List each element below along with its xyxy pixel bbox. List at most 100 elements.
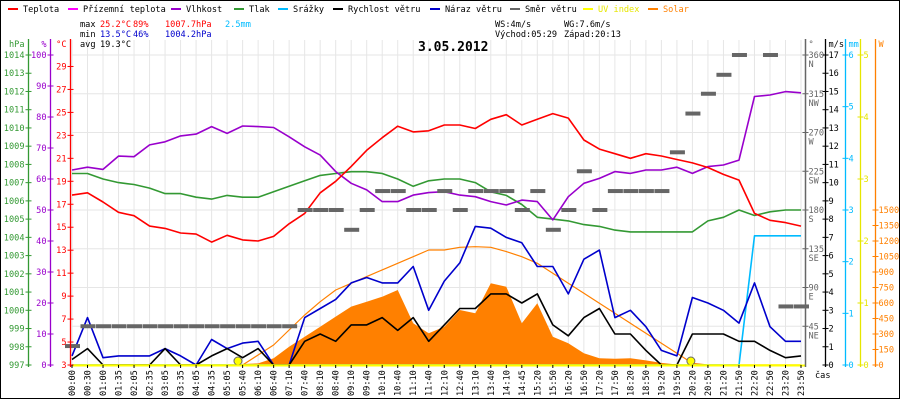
x-tick-label: 15:20 [533, 370, 543, 396]
series-direction-mark [514, 208, 530, 212]
series-temp-line [71, 112, 802, 243]
stats-min-humidity: 46% [133, 30, 149, 40]
x-tick-label: 04:35 [208, 370, 218, 396]
series-direction-mark [794, 304, 809, 309]
series-direction-mark [638, 189, 654, 194]
direction-tick-label: 135 [809, 245, 825, 255]
legend-label: Teplota [23, 5, 59, 15]
temp-tick-label: 17 [56, 200, 66, 210]
x-tick-label: 21:50 [735, 370, 745, 396]
series-direction-mark [545, 227, 561, 232]
x-tick-label: 23:20 [781, 370, 791, 396]
stats-min-temp: 13.5°C [100, 30, 131, 40]
x-tick-label: 13:40 [487, 370, 497, 396]
stats-max-humidity: 89% [133, 20, 149, 30]
temp-tick-label: 25 [56, 108, 66, 118]
series-direction-mark [468, 189, 484, 194]
temp-tick-label: 5 [61, 338, 66, 348]
humidity-tick-label: 90 [36, 82, 46, 92]
solar-tick-label: 750 [879, 284, 895, 294]
wind-tick-label: 17 [829, 51, 839, 61]
rain-tick-label: 1 [849, 309, 854, 319]
rain-tick-label: 4 [849, 154, 854, 164]
uv-tick-label: 1 [864, 299, 869, 309]
legend-label: UV index [598, 5, 639, 15]
series-direction-mark [390, 189, 406, 194]
solar-tick-label: 900 [879, 268, 895, 278]
direction-compass-label: NW [809, 99, 820, 109]
series-direction-mark [700, 91, 716, 96]
temp-tick-label: 27 [56, 85, 66, 95]
wind-tick-label: 5 [829, 270, 834, 280]
solar-tick-label: 450 [879, 315, 895, 325]
series-direction-mark [592, 208, 608, 212]
sunrise-info: Východ:05:29 [495, 30, 557, 40]
direction-compass-label: NE [809, 331, 819, 341]
pressure-tick-label: 1010 [4, 124, 25, 134]
wind-tick-label: 14 [829, 106, 839, 116]
sunrise-marker [233, 356, 243, 366]
stats-max-label: max [80, 20, 96, 30]
solar-tick-label: 1050 [879, 253, 900, 263]
pressure-tick-label: 1006 [4, 197, 25, 207]
legend-label: Směr větru [525, 4, 577, 15]
wind-tick-label: 2 [829, 325, 834, 335]
humidity-tick-label: 20 [36, 299, 46, 309]
x-tick-label: 22:50 [766, 370, 776, 396]
direction-compass-label: W [809, 138, 815, 148]
pressure-tick-label: 1003 [4, 252, 25, 262]
temp-tick-label: 23 [56, 131, 66, 141]
x-tick-label: 17:20 [595, 370, 605, 396]
pressure-tick-label: 1009 [4, 142, 25, 152]
pressure-tick-label: 1004 [4, 233, 25, 243]
x-tick-label: 06:40 [270, 370, 280, 396]
direction-compass-label: SW [809, 176, 820, 186]
direction-tick-label: 225 [809, 167, 825, 177]
stats-min-label: min [80, 30, 96, 40]
uv-tick-label: 0 [864, 361, 869, 371]
pressure-tick-label: 1000 [4, 306, 25, 316]
temp-tick-label: 29 [56, 62, 66, 72]
series-direction-mark [716, 72, 732, 77]
stats-max-temp: 25.2°C [100, 20, 131, 30]
pressure-tick-label: 1002 [4, 270, 25, 280]
direction-tick-label: 360 [809, 51, 825, 61]
direction-tick-label: 180 [809, 206, 825, 216]
pressure-tick-label: 997 [9, 361, 25, 371]
x-tick-label: 13:10 [471, 370, 481, 396]
legend-label: Náraz větru [445, 4, 502, 15]
series-direction-mark [297, 208, 313, 212]
uv-tick-label: 5 [864, 51, 869, 61]
series-direction-mark [685, 111, 701, 116]
pressure-tick-label: 999 [9, 325, 25, 335]
direction-compass-label: SE [809, 254, 819, 264]
legend-label: Srážky [293, 5, 324, 15]
temp-tick-label: 19 [56, 177, 66, 187]
series-direction-mark [158, 324, 174, 329]
x-tick-label: 22:20 [750, 370, 760, 396]
wind-tick-label: 1 [829, 343, 834, 353]
direction-compass-label: N [809, 60, 814, 70]
humidity-axis-unit: % [41, 40, 47, 50]
legend-label: Tlak [249, 5, 271, 15]
x-tick-label: 11:40 [425, 370, 435, 396]
series-direction-mark [762, 53, 778, 57]
wind-tick-label: 7 [829, 233, 834, 243]
x-tick-label: 02:05 [130, 370, 140, 396]
legend-label: Přízemní teplota [83, 5, 166, 15]
temp-tick-label: 13 [56, 246, 66, 256]
series-direction-mark [96, 324, 112, 329]
pressure-tick-label: 1014 [4, 51, 25, 61]
rain-tick-label: 6 [849, 51, 854, 61]
pressure-tick-label: 1011 [4, 106, 25, 116]
direction-compass-label: S [809, 215, 814, 225]
direction-tick-label: 315 [809, 90, 825, 100]
pressure-tick-label: 1005 [4, 215, 25, 225]
humidity-tick-label: 60 [36, 175, 46, 185]
series-direction-mark [142, 324, 158, 329]
uv-tick-label: 2 [864, 237, 869, 247]
humidity-tick-label: 80 [36, 113, 46, 123]
stats-max-rain: 2.5mm [225, 20, 251, 30]
